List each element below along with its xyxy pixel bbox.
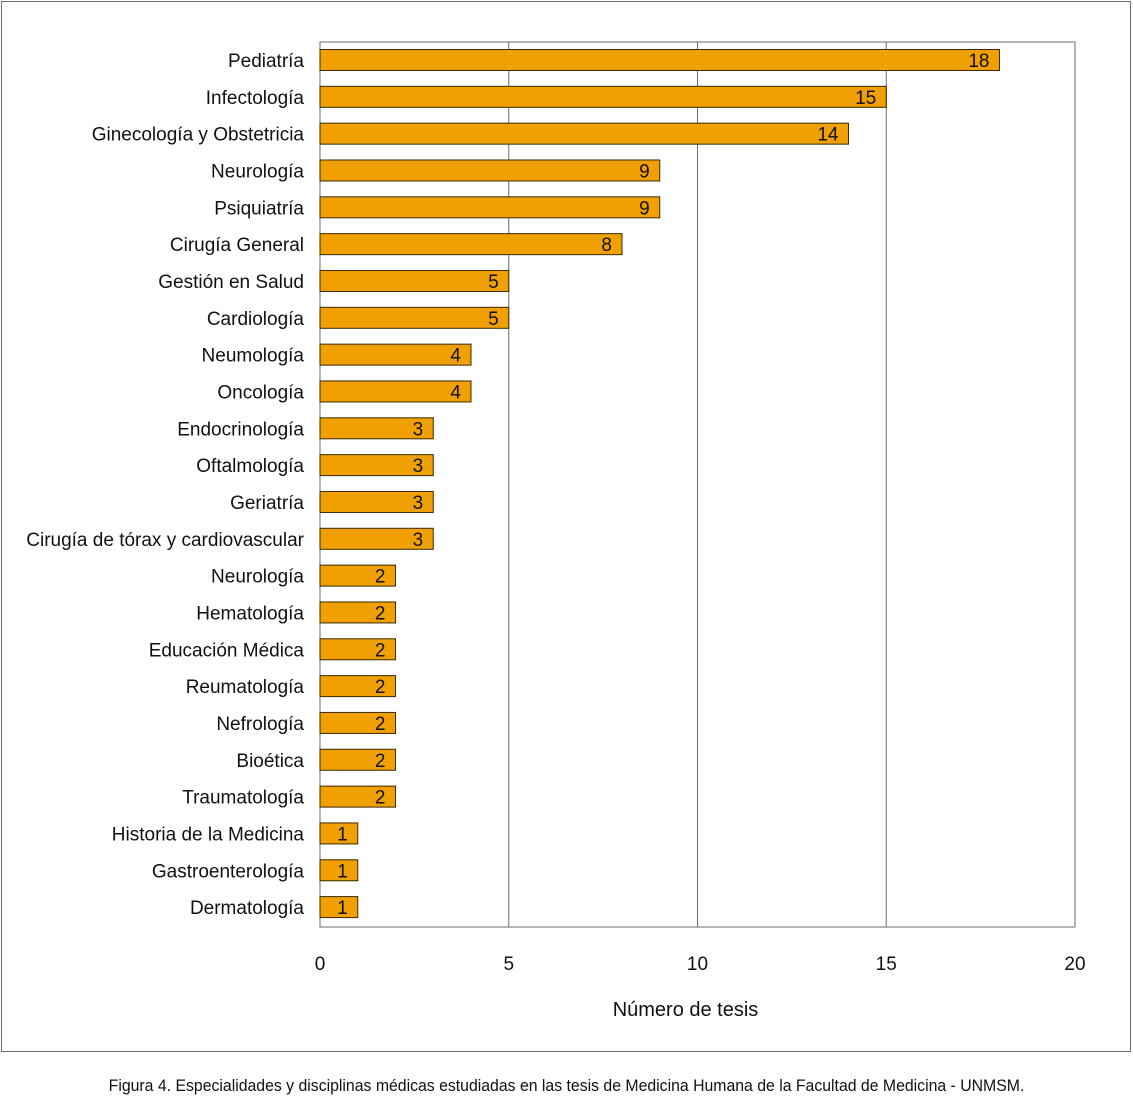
category-label: Psiquiatría xyxy=(214,198,304,219)
bar-value-label: 2 xyxy=(375,640,386,661)
bar-value-label: 15 xyxy=(855,88,876,109)
x-axis-title: Número de tesis xyxy=(613,999,759,1021)
category-label: Gestión en Salud xyxy=(158,272,304,293)
bar-value-label: 2 xyxy=(375,677,386,698)
category-label: Dermatología xyxy=(190,898,304,919)
category-label: Bioética xyxy=(236,751,304,772)
bar xyxy=(319,380,472,403)
bar xyxy=(319,785,396,808)
bar-value-label: 1 xyxy=(337,898,348,919)
bar xyxy=(319,638,396,661)
bar-value-label: 2 xyxy=(375,788,386,809)
bar xyxy=(319,233,623,256)
bar-value-label: 3 xyxy=(413,530,424,551)
x-tick-label: 5 xyxy=(503,954,514,975)
bar-value-label: 5 xyxy=(488,272,499,293)
category-label: Gastroenterología xyxy=(152,861,305,882)
bar-value-label: 3 xyxy=(413,456,424,477)
x-tick-label: 10 xyxy=(687,954,708,975)
bar xyxy=(319,85,887,108)
bar xyxy=(319,454,434,477)
bar xyxy=(319,122,849,145)
bar xyxy=(319,490,434,513)
bar-value-label: 9 xyxy=(639,198,650,219)
bar-value-label: 4 xyxy=(450,382,461,403)
figure-caption: Figura 4. Especialidades y disciplinas m… xyxy=(108,1076,1025,1095)
category-label: Geriatría xyxy=(230,493,304,514)
category-label: Neurología xyxy=(211,161,304,182)
bar-value-label: 5 xyxy=(488,309,499,330)
category-label: Neumología xyxy=(202,346,305,367)
category-label: Endocrinología xyxy=(177,419,304,440)
bar xyxy=(319,859,359,882)
bar-value-label: 9 xyxy=(639,161,650,182)
category-label: Cirugía de tórax y cardiovascular xyxy=(26,530,304,551)
bar xyxy=(319,711,396,734)
bar xyxy=(319,343,472,366)
category-label: Reumatología xyxy=(186,677,305,698)
category-label: Hematología xyxy=(196,603,304,624)
bar xyxy=(319,417,434,440)
bar-value-label: 2 xyxy=(375,567,386,588)
category-label: Oftalmología xyxy=(196,456,304,477)
x-tick-label: 0 xyxy=(315,954,326,975)
category-label: Educación Médica xyxy=(149,640,305,661)
bar xyxy=(319,564,396,587)
bar xyxy=(319,601,396,624)
category-label: Infectología xyxy=(206,88,305,109)
bar-value-label: 4 xyxy=(450,346,461,367)
chart-frame: 18 Pediatría 15 Infectología 14 Ginecología y… xyxy=(1,1,1131,1052)
bar-value-label: 3 xyxy=(413,419,424,440)
bar xyxy=(319,196,661,219)
bar-value-label: 8 xyxy=(601,235,612,256)
bar xyxy=(319,822,359,845)
bar xyxy=(319,159,661,182)
x-tick-label: 15 xyxy=(876,954,897,975)
category-label: Neurología xyxy=(211,567,304,588)
bar xyxy=(319,896,359,919)
bar xyxy=(319,527,434,550)
bar xyxy=(319,49,1000,71)
category-label: Pediatría xyxy=(228,51,304,72)
bar xyxy=(319,269,510,292)
bar xyxy=(319,306,510,329)
bar-value-label: 1 xyxy=(337,861,348,882)
bar-value-label: 3 xyxy=(413,493,424,514)
bar-value-label: 2 xyxy=(375,714,386,735)
bar xyxy=(319,748,396,771)
category-label: Cardiología xyxy=(207,309,305,330)
category-label: Nefrología xyxy=(216,714,304,735)
bar-value-label: 14 xyxy=(817,125,839,146)
x-tick-label: 20 xyxy=(1064,954,1085,975)
bar-value-label: 2 xyxy=(375,603,386,624)
bar xyxy=(319,675,396,698)
category-label: Cirugía General xyxy=(170,235,304,256)
bar-value-label: 18 xyxy=(968,51,989,72)
category-label: Traumatología xyxy=(182,788,304,809)
category-label: Oncología xyxy=(217,382,304,403)
category-label: Ginecología y Obstetricia xyxy=(92,125,305,146)
bar-value-label: 1 xyxy=(337,824,348,845)
category-label: Historia de la Medicina xyxy=(112,824,305,845)
bar-value-label: 2 xyxy=(375,751,386,772)
